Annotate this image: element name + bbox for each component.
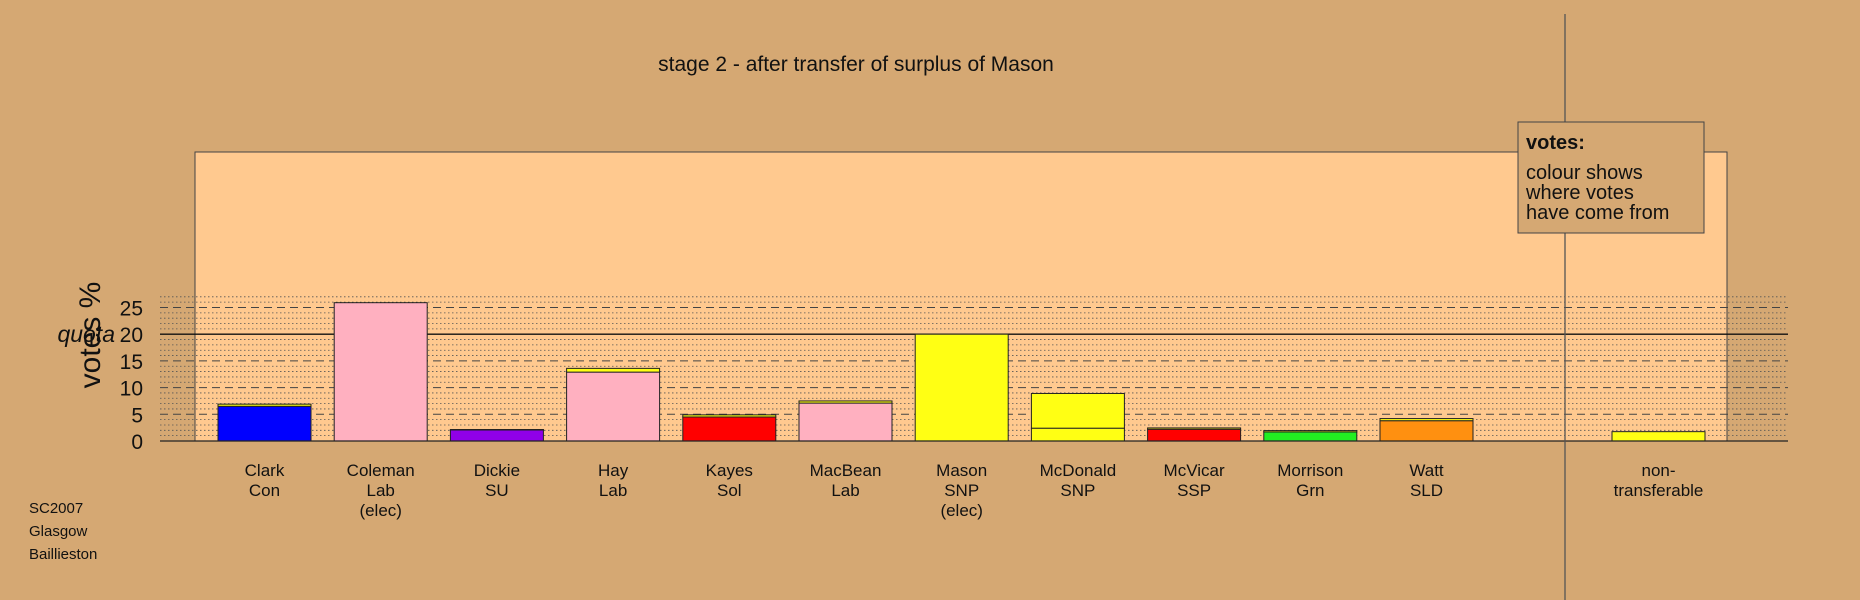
candidate-note: (elec) [359, 501, 402, 520]
bar-segment [566, 367, 661, 373]
x-axis-labels: ClarkConColemanLab(elec)DickieSUHayLabKa… [245, 461, 1704, 520]
candidate-party: Lab [599, 481, 627, 500]
candidate-party: Grn [1296, 481, 1324, 500]
candidate-name: Dickie [474, 461, 520, 480]
bar-segment [566, 371, 661, 442]
bar-segment [682, 414, 777, 418]
bar-segment [1379, 418, 1474, 422]
bar-segment [217, 405, 312, 442]
legend-line: where votes [1525, 182, 1634, 204]
bar-segment [1147, 427, 1242, 430]
candidate-name: Watt [1409, 461, 1444, 480]
candidate-name: McDonald [1040, 461, 1117, 480]
candidate-name: Morrison [1277, 461, 1343, 480]
bar-segment [914, 333, 1009, 442]
legend-title: votes: [1526, 132, 1585, 154]
legend-line: colour shows [1526, 162, 1643, 184]
footer-line: Glasgow [29, 523, 88, 540]
footer: SC2007 Glasgow Baillieston [29, 500, 97, 563]
y-axis-label: votes % [74, 282, 107, 389]
y-tick-label: 25 [120, 298, 143, 321]
y-tick-label: 0 [131, 431, 143, 454]
candidate-party: Lab [367, 481, 395, 500]
bar-segment [333, 302, 428, 442]
bar-segment [1379, 420, 1474, 442]
legend-line: have come from [1526, 202, 1669, 224]
bar-segment [798, 402, 893, 442]
legend: votes: colour shows where votes have com… [1517, 121, 1705, 234]
footer-line: Baillieston [29, 546, 97, 563]
bar-segment [449, 429, 544, 431]
candidate-party: Lab [831, 481, 859, 500]
legend-box [1517, 121, 1705, 234]
bar-segment [682, 416, 777, 442]
footer-line: SC2007 [29, 500, 83, 517]
y-tick-label: 15 [120, 351, 143, 374]
candidate-name: Hay [598, 461, 629, 480]
bar-segment [1030, 427, 1125, 442]
candidate-party: SNP [944, 481, 979, 500]
quota-label: quota [57, 321, 115, 347]
grid [160, 296, 1788, 437]
candidate-party: SSP [1177, 481, 1211, 500]
bar-segment [1263, 430, 1358, 433]
bar-segment [1030, 392, 1125, 429]
candidate-party: SU [485, 481, 509, 500]
bar-segment [1147, 428, 1242, 442]
candidate-party: Sol [717, 481, 742, 500]
candidate-note: (elec) [940, 501, 983, 520]
y-tick-label: 10 [120, 378, 143, 401]
bar-segment [217, 403, 312, 407]
chart-title: stage 2 - after transfer of surplus of M… [658, 53, 1054, 76]
candidate-name: Clark [245, 461, 285, 480]
nontransferable-bar [1611, 431, 1706, 442]
y-tick-label: 20 [120, 324, 143, 347]
y-tick-label: 5 [131, 404, 143, 427]
bar-segment [798, 400, 893, 404]
bar-segment [1263, 431, 1358, 442]
candidate-name: MacBean [810, 461, 882, 480]
candidate-party: Con [249, 481, 280, 500]
candidate-name: Coleman [347, 461, 415, 480]
nontransferable-label: transferable [1614, 481, 1704, 500]
candidate-party: SNP [1060, 481, 1095, 500]
bars [217, 302, 1706, 442]
candidate-name: Kayes [706, 461, 753, 480]
nontransferable-label: non- [1641, 461, 1675, 480]
bar-segment [449, 429, 544, 442]
candidate-name: Mason [936, 461, 987, 480]
candidate-name: McVicar [1164, 461, 1225, 480]
candidate-party: SLD [1410, 481, 1443, 500]
